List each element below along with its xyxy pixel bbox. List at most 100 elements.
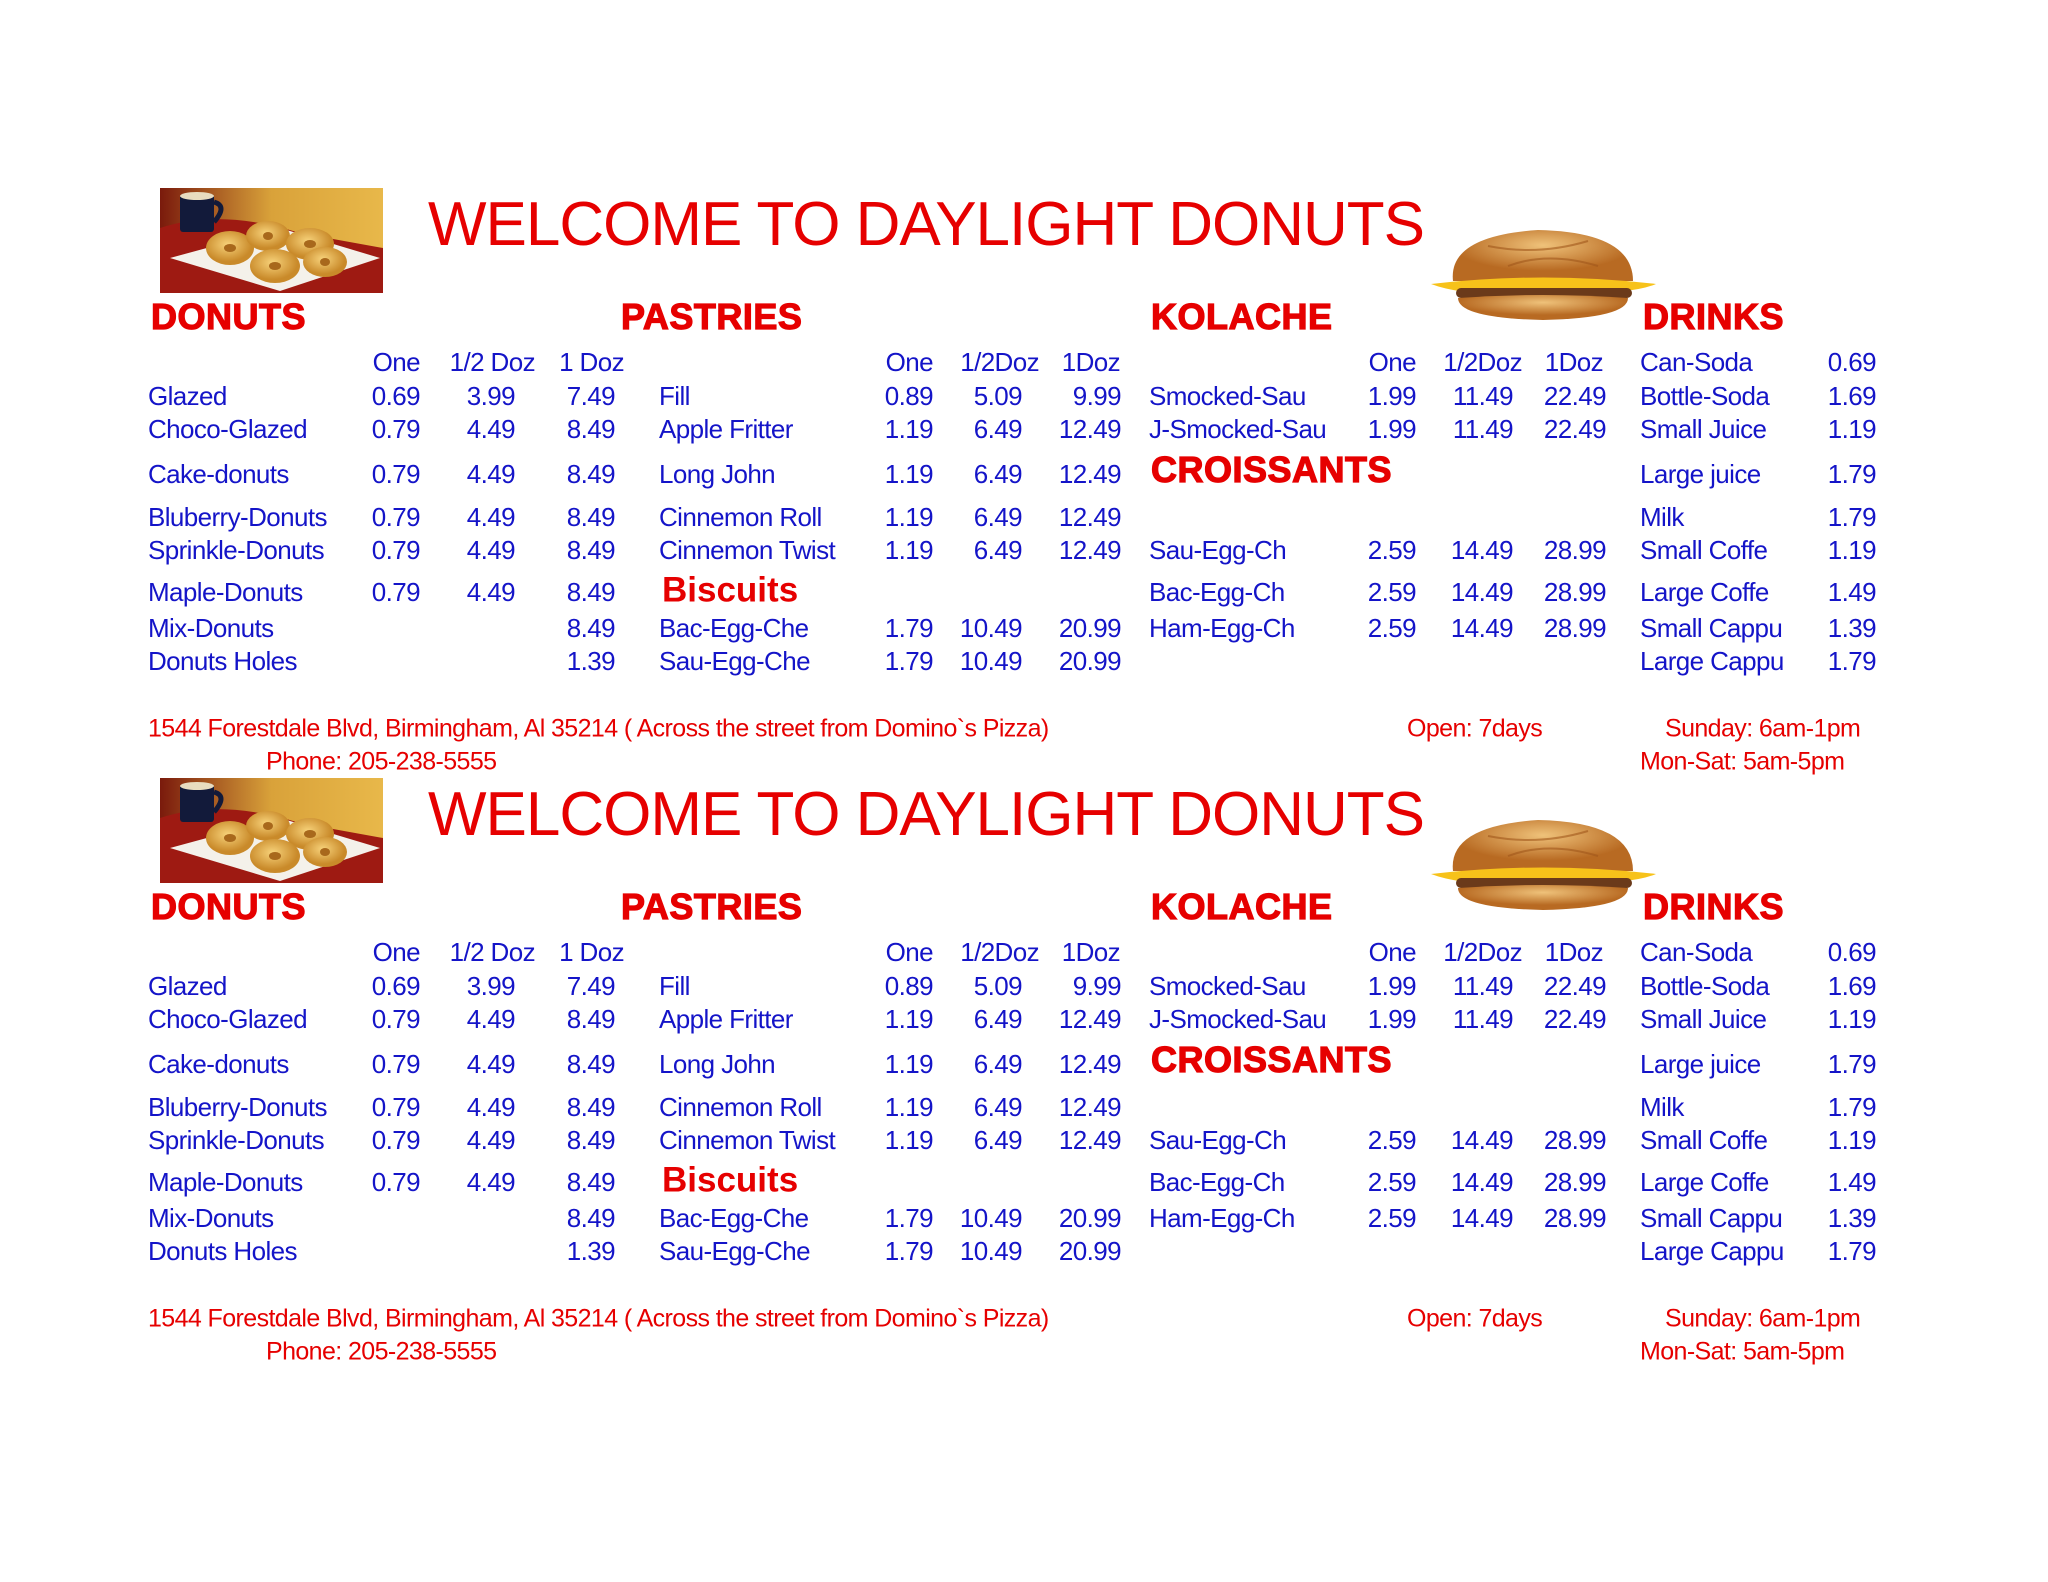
menu-item-price: 2.59 — [1367, 577, 1417, 607]
column-header: 1Doz — [1544, 937, 1604, 967]
menu-item-price: 1.99 — [1367, 414, 1417, 444]
menu-item-price: 8.49 — [566, 1203, 616, 1233]
menu-item-price: 12.49 — [1058, 459, 1122, 489]
menu-item-price: 0.79 — [371, 1004, 421, 1034]
drink-name: Milk — [1640, 502, 1684, 532]
hours-mon-sat: Mon-Sat: 5am-5pm — [1640, 747, 1845, 776]
column-header: 1/2 Doz — [449, 937, 536, 967]
menu-item-price: 1.19 — [884, 1125, 934, 1155]
menu-item-price: 2.59 — [1367, 1125, 1417, 1155]
column-header: 1/2Doz — [960, 347, 1039, 377]
drink-name: Small Coffe — [1640, 535, 1768, 565]
column-header: One — [372, 937, 421, 967]
drink-price: 1.79 — [1827, 646, 1877, 676]
menu-item-name: J-Smocked-Sau — [1149, 414, 1327, 444]
menu-item-price: 6.49 — [973, 1049, 1023, 1079]
menu-item-name: Bac-Egg-Che — [659, 613, 809, 643]
menu-item-price: 0.79 — [371, 1049, 421, 1079]
menu-item-price: 6.49 — [973, 1092, 1023, 1122]
menu-item-price: 9.99 — [1072, 971, 1122, 1001]
column-header: 1/2Doz — [1443, 347, 1522, 377]
section-heading-drinks: DRINKS — [1642, 296, 1785, 337]
column-header: 1/2Doz — [1443, 937, 1522, 967]
drink-name: Large Coffe — [1640, 577, 1769, 607]
menu-item-name: Ham-Egg-Ch — [1149, 613, 1295, 643]
column-header: 1 Doz — [559, 347, 625, 377]
section-heading-donuts: DONUTS — [150, 296, 306, 337]
menu-item-price: 1.19 — [884, 414, 934, 444]
drink-price: 1.19 — [1827, 414, 1877, 444]
menu-item-name: Bluberry-Donuts — [148, 502, 327, 532]
page-title: WELCOME TO DAYLIGHT DONUTS — [428, 780, 1425, 849]
drink-name: Small Juice — [1640, 1004, 1767, 1034]
menu-item-name: Mix-Donuts — [148, 1203, 274, 1233]
open-days: Open: 7days — [1407, 1304, 1543, 1333]
menu-item-price: 0.79 — [371, 502, 421, 532]
menu-item-price: 2.59 — [1367, 1167, 1417, 1197]
hours-sunday: Sunday: 6am-1pm — [1665, 714, 1861, 743]
column-header: 1 Doz — [559, 937, 625, 967]
column-header: 1Doz — [1061, 347, 1121, 377]
drink-name: Large juice — [1640, 1049, 1761, 1079]
drink-price: 1.79 — [1827, 1236, 1877, 1266]
menu-item-price: 0.79 — [371, 1092, 421, 1122]
menu-item-price: 11.49 — [1452, 971, 1514, 1001]
section-heading-donuts: DONUTS — [150, 886, 306, 927]
menu-item-price: 4.49 — [466, 577, 516, 607]
croissant-sandwich-photo — [1428, 816, 1658, 917]
menu-item-price: 8.49 — [566, 502, 616, 532]
menu-item-price: 1.19 — [884, 1092, 934, 1122]
menu-item-name: Smocked-Sau — [1149, 971, 1306, 1001]
menu-item-price: 12.49 — [1058, 1125, 1122, 1155]
section-heading-kolache: KOLACHE — [1150, 296, 1333, 337]
menu-item-price: 1.19 — [884, 535, 934, 565]
menu-item-price: 14.49 — [1450, 1167, 1514, 1197]
menu-item-price: 8.49 — [566, 577, 616, 607]
menu-item-price: 8.49 — [566, 1049, 616, 1079]
menu-item-price: 0.79 — [371, 535, 421, 565]
menu-item-name: Cake-donuts — [148, 459, 289, 489]
section-heading-croissants: CROISSANTS — [1150, 1039, 1393, 1080]
menu-item-price: 0.79 — [371, 414, 421, 444]
menu-item-price: 28.99 — [1543, 1203, 1607, 1233]
menu-item-name: Sau-Egg-Ch — [1149, 1125, 1287, 1155]
menu-item-price: 11.49 — [1452, 414, 1514, 444]
drink-price: 1.19 — [1827, 1004, 1877, 1034]
hours-sunday: Sunday: 6am-1pm — [1665, 1304, 1861, 1333]
menu-item-price: 6.49 — [973, 414, 1023, 444]
menu-item-name: Ham-Egg-Ch — [1149, 1203, 1295, 1233]
menu-item-price: 11.49 — [1452, 1004, 1514, 1034]
drink-price: 1.79 — [1827, 1092, 1877, 1122]
store-phone: Phone: 205-238-5555 — [266, 1337, 497, 1366]
menu-item-price: 1.99 — [1367, 381, 1417, 411]
menu-item-price: 1.79 — [884, 1236, 934, 1266]
menu-item-price: 1.79 — [884, 1203, 934, 1233]
menu-item-price: 1.79 — [884, 646, 934, 676]
menu-item-price: 1.19 — [884, 1004, 934, 1034]
menu-item-price: 6.49 — [973, 1125, 1023, 1155]
menu-item-name: Cinnemon Twist — [659, 1125, 836, 1155]
column-header: One — [1368, 937, 1417, 967]
menu-item-price: 22.49 — [1543, 971, 1607, 1001]
menu-item-price: 12.49 — [1058, 502, 1122, 532]
menu-item-price: 20.99 — [1058, 613, 1122, 643]
menu-item-price: 14.49 — [1450, 577, 1514, 607]
drink-name: Large juice — [1640, 459, 1761, 489]
section-heading-biscuits: Biscuits — [662, 1160, 799, 1200]
drink-name: Milk — [1640, 1092, 1684, 1122]
page-title: WELCOME TO DAYLIGHT DONUTS — [428, 190, 1425, 259]
menu-item-price: 8.49 — [566, 1125, 616, 1155]
menu-item-price: 4.49 — [466, 459, 516, 489]
menu-item-price: 4.49 — [466, 1049, 516, 1079]
menu-item-name: Mix-Donuts — [148, 613, 274, 643]
menu-item-price: 28.99 — [1543, 1125, 1607, 1155]
menu-item-name: Donuts Holes — [148, 646, 297, 676]
drink-price: 1.79 — [1827, 502, 1877, 532]
menu-item-price: 0.79 — [371, 577, 421, 607]
drink-price: 1.79 — [1827, 459, 1877, 489]
drink-price: 1.19 — [1827, 1125, 1877, 1155]
drink-price: 1.69 — [1827, 971, 1877, 1001]
section-heading-croissants: CROISSANTS — [1150, 449, 1393, 490]
menu-item-price: 6.49 — [973, 502, 1023, 532]
menu-item-price: 1.39 — [566, 1236, 616, 1266]
